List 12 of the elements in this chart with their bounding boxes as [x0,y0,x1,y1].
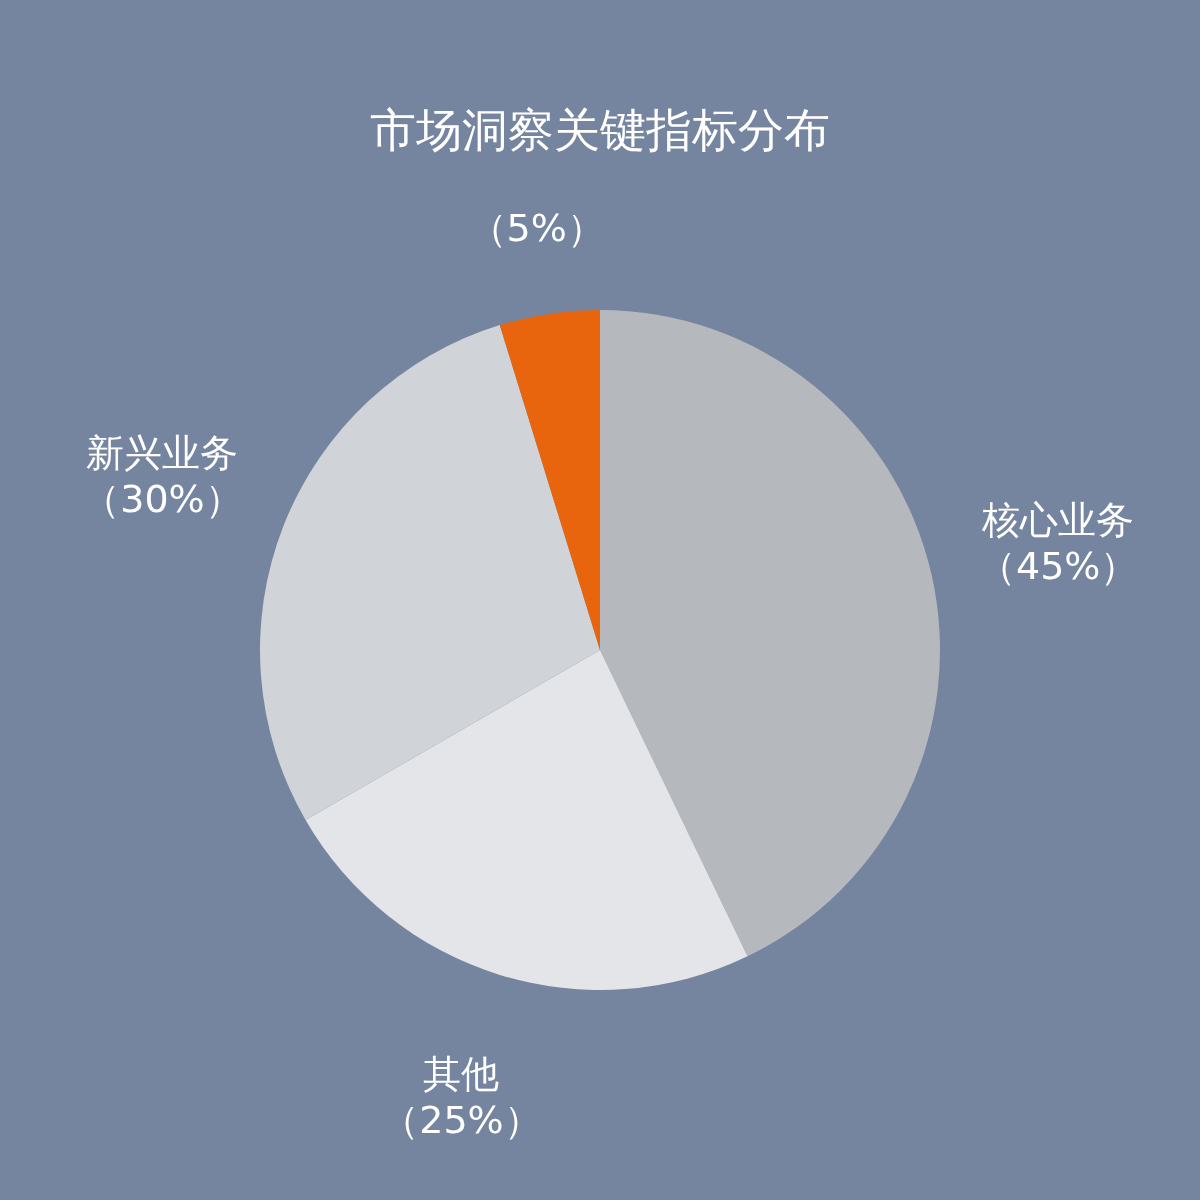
pie-slice [260,325,600,820]
data-label: （30%） [82,476,243,521]
pie-slice [499,310,600,650]
slice-label: 核心业务 [981,497,1135,542]
pie-slice [305,650,748,990]
data-label: （5%） [468,205,605,250]
pie-slice [600,310,940,957]
data-label: （45%） [977,543,1139,588]
slice-label: 其他 [423,1051,500,1096]
slice-label: 新兴业务 [86,430,239,475]
data-label: （25%） [381,1097,542,1142]
chart-title: 市场洞察关键指标分布 [369,102,831,159]
